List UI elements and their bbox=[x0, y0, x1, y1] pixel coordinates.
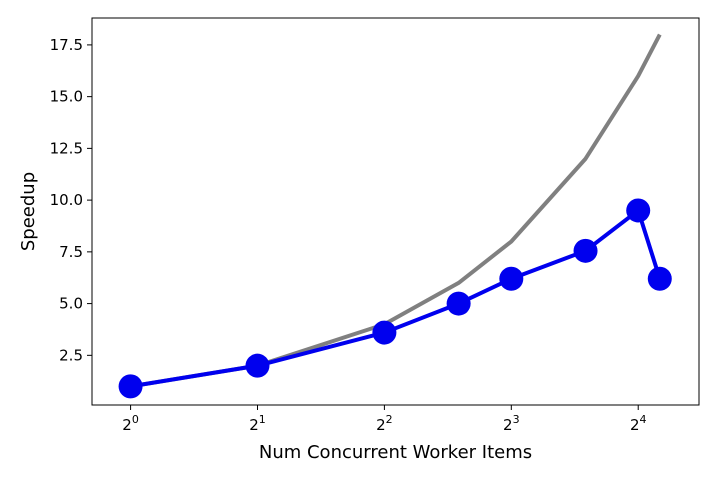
measured-speedup-point bbox=[573, 238, 598, 263]
measured-speedup-point bbox=[626, 198, 651, 223]
measured-speedup-point bbox=[118, 374, 143, 399]
x-tick-label: 22 bbox=[376, 413, 393, 434]
x-tick-label: 21 bbox=[249, 413, 266, 434]
x-tick-label: 24 bbox=[630, 413, 647, 434]
y-tick-label: 2.5 bbox=[59, 346, 83, 364]
x-axis-label: Num Concurrent Worker Items bbox=[259, 442, 532, 463]
y-axis-label: Speedup bbox=[18, 172, 39, 251]
plot-marks bbox=[118, 33, 672, 399]
y-axis-ticks: 2.5 5.0 7.5 10.0 12.5 15.0 17.5 bbox=[50, 36, 92, 364]
x-tick-label: 20 bbox=[122, 413, 139, 434]
plot-frame bbox=[91, 17, 700, 406]
measured-speedup-point bbox=[499, 266, 524, 291]
measured-speedup-point bbox=[372, 320, 397, 345]
y-tick-label: 5.0 bbox=[59, 295, 83, 313]
measured-speedup-point bbox=[647, 266, 672, 291]
measured-speedup-point bbox=[245, 353, 270, 378]
y-tick-label: 10.0 bbox=[50, 191, 83, 209]
x-axis-ticks: 20 21 22 23 24 bbox=[122, 405, 646, 434]
measured-speedup-line bbox=[130, 208, 662, 389]
y-tick-label: 12.5 bbox=[50, 139, 83, 157]
y-tick-label: 7.5 bbox=[59, 243, 83, 261]
x-tick-label: 23 bbox=[503, 413, 520, 434]
measured-speedup-point bbox=[446, 291, 471, 316]
y-tick-label: 17.5 bbox=[50, 36, 83, 54]
y-tick-label: 15.0 bbox=[50, 88, 83, 106]
